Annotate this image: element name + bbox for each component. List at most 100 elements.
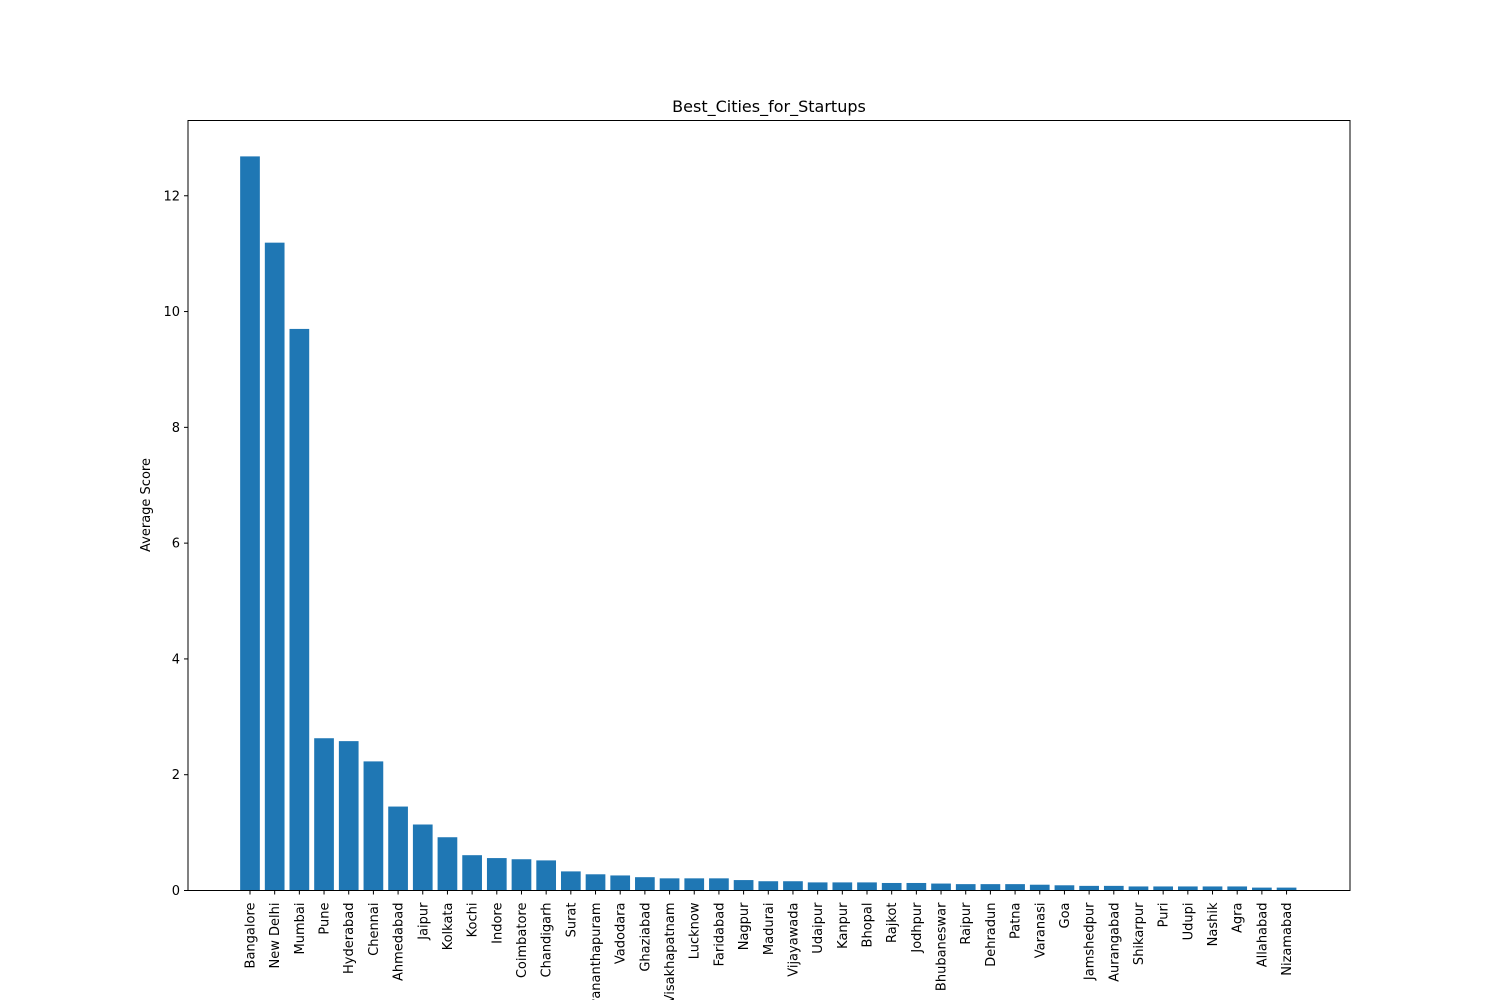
bar-hyderabad (338, 741, 359, 891)
x-tick-label: Udaipur (811, 902, 826, 954)
bar-aurangabad (1103, 885, 1124, 891)
x-tick-label: Coimbatore (515, 903, 530, 979)
x-tick-label: Ghaziabad (638, 903, 653, 972)
bar-pune (314, 738, 334, 891)
bar-udaipur (807, 882, 828, 891)
y-axis-label: Average Score (139, 458, 154, 552)
chart-title: Best_Cities_for_Startups (672, 97, 866, 117)
bar-nizamabad (1276, 887, 1297, 891)
y-tick-label: 6 (172, 537, 180, 552)
bar-ahmedabad (388, 806, 408, 891)
bar-new-delhi (264, 242, 285, 891)
y-axis-ticks: 0 2 4 6 8 10 12 (163, 189, 188, 899)
bar-vadodara (610, 875, 631, 891)
x-tick-label: Vadodara (614, 903, 629, 965)
x-tick-label: Kochi (466, 903, 481, 938)
bar-chennai (363, 761, 384, 891)
bar-varanasi (1029, 884, 1050, 891)
bars-group (240, 156, 1297, 891)
x-tick-label: New Delhi (268, 903, 283, 969)
x-tick-label: Mumbai (293, 903, 308, 955)
x-tick-label: Allahabad (1255, 903, 1270, 968)
bar-allahabad (1252, 887, 1272, 891)
x-tick-label: Faridabad (712, 903, 727, 967)
x-tick-label: Nashik (1206, 902, 1221, 946)
x-tick-label: Visakhapatnam (663, 903, 678, 1001)
bar-mumbai (289, 328, 310, 891)
y-tick-label: 12 (163, 189, 180, 204)
bar-kanpur (832, 882, 853, 891)
bar-thiruvananthapuram (585, 874, 606, 891)
x-tick-label: Bangalore (244, 903, 259, 969)
x-tick-label: Kanpur (836, 902, 851, 949)
plot-area-frame (187, 120, 1351, 891)
x-tick-label: Madurai (762, 903, 777, 956)
bar-bhubaneswar (931, 883, 951, 891)
x-tick-label: Chennai (367, 903, 382, 956)
x-tick-label: Lucknow (688, 902, 703, 959)
bar-puri (1153, 886, 1174, 891)
bar-goa (1054, 885, 1075, 891)
x-tick-label: Surat (564, 903, 579, 938)
bar-indore (486, 858, 507, 891)
x-tick-label: Indore (490, 903, 505, 944)
x-tick-label: Hyderabad (342, 903, 357, 975)
x-tick-label: Shikarpur (1132, 902, 1147, 965)
bar-kolkata (437, 837, 458, 891)
bar-jamshedpur (1079, 885, 1099, 891)
bar-lucknow (684, 878, 705, 891)
bar-patna (1005, 884, 1025, 891)
y-tick-label: 8 (172, 421, 180, 436)
x-tick-label: Goa (1058, 903, 1073, 929)
x-tick-label: Varanasi (1033, 903, 1048, 959)
bar-madurai (758, 881, 779, 891)
bar-udupi (1177, 886, 1198, 891)
bar-nashik (1202, 886, 1223, 891)
bar-coimbatore (511, 859, 532, 891)
x-tick-label: Udupi (1181, 903, 1196, 941)
x-tick-label: Bhubaneswar (935, 902, 950, 991)
x-tick-label: Agra (1231, 903, 1246, 933)
bar-bhopal (857, 882, 877, 891)
x-tick-label: Patna (1009, 903, 1024, 940)
bar-shikarpur (1128, 886, 1149, 891)
bar-nagpur (733, 880, 754, 891)
y-tick-label: 2 (172, 768, 180, 783)
bar-jaipur (412, 824, 433, 891)
x-tick-label: Puri (1157, 903, 1172, 928)
x-tick-label: Aurangabad (1107, 903, 1122, 982)
x-tick-label: Chandigarh (540, 903, 555, 978)
x-tick-label: Jamshedpur (1083, 902, 1098, 981)
bar-visakhapatnam (659, 878, 680, 891)
x-tick-label: Nagpur (737, 902, 752, 950)
bar-faridabad (709, 878, 729, 891)
y-tick-label: 0 (172, 884, 180, 899)
bar-vijayawada (783, 881, 803, 891)
x-tick-label: Bhopal (861, 903, 876, 948)
x-tick-label: Rajkot (885, 903, 900, 943)
x-tick-label: Thiruvananthapuram (589, 903, 604, 1001)
x-tick-label: Kolkata (441, 903, 456, 951)
bar-rajkot (881, 882, 902, 891)
x-tick-label: Vijayawada (786, 903, 801, 977)
x-tick-label: Ahmedabad (392, 903, 407, 981)
y-tick-label: 10 (163, 305, 180, 320)
bar-dehradun (980, 884, 1001, 891)
x-tick-label: Nizamabad (1280, 903, 1295, 976)
x-tick-label: Pune (318, 903, 333, 935)
bar-bangalore (240, 156, 260, 891)
x-axis-ticks: Bangalore New Delhi Mumbai Pune Hyderabad Che… (244, 890, 1295, 1005)
bar-chandigarh (536, 860, 557, 891)
bar-agra (1227, 886, 1248, 891)
y-tick-label: 4 (172, 652, 180, 667)
x-tick-label: Jodhpur (910, 902, 925, 954)
bar-raipur (955, 884, 976, 891)
bar-ghaziabad (635, 877, 655, 891)
x-tick-label: Dehradun (984, 903, 999, 967)
bar-jodhpur (906, 882, 927, 891)
bar-kochi (462, 855, 482, 891)
x-tick-label: Jaipur (416, 902, 431, 941)
bar-surat (560, 871, 581, 891)
